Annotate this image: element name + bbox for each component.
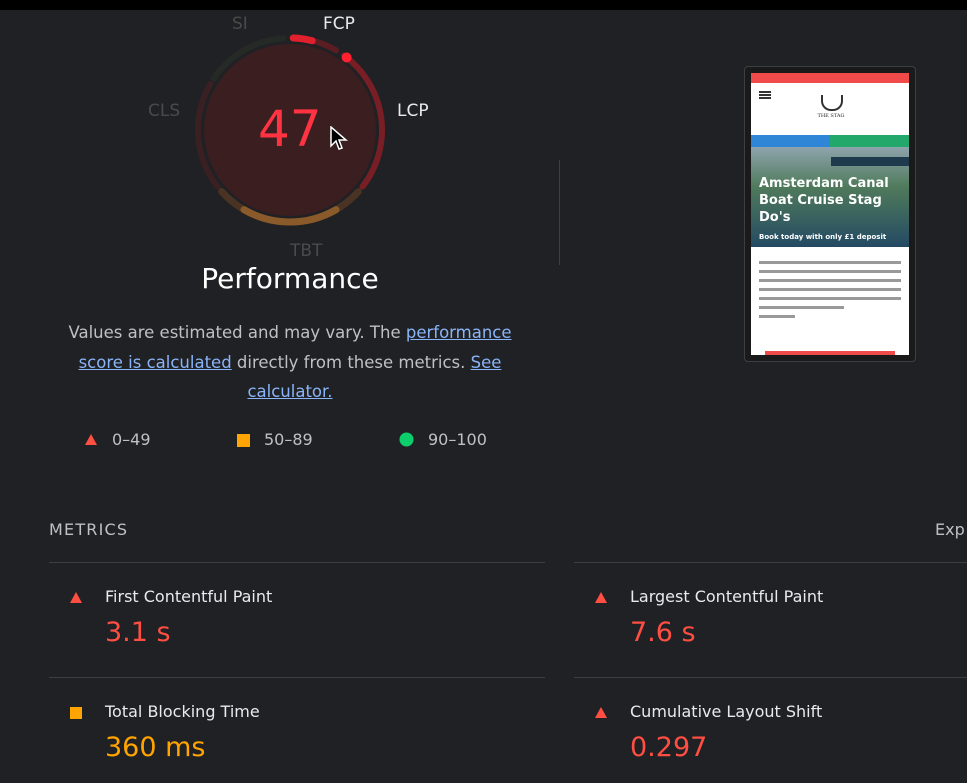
metric-value: 3.1 s <box>105 617 171 648</box>
metric-cls: Cumulative Layout Shift 0.297 <box>574 677 967 783</box>
triangle-fail-icon <box>70 592 82 603</box>
triangle-fail-icon <box>595 592 607 603</box>
gauge-label-cls[interactable]: CLS <box>148 101 181 121</box>
divider <box>559 160 560 265</box>
see-calculator-link[interactable]: See calculator. <box>247 352 502 402</box>
legend-fail: 0–49 <box>84 430 151 449</box>
gauge-label-tbt[interactable]: TBT <box>290 241 323 261</box>
square-average-icon <box>237 433 250 447</box>
description-text: Values are estimated and may vary. The <box>68 323 406 342</box>
score-calculated-link[interactable]: performance score is calculated <box>78 323 512 372</box>
legend-pass: 90–100 <box>399 430 487 449</box>
gauge-fill <box>204 44 376 216</box>
hero-subtitle: Book today with only £1 deposit <box>759 233 887 241</box>
site-logo: THE STAG <box>817 113 845 119</box>
metric-value: 7.6 s <box>630 617 696 648</box>
description-text-2: directly from these metrics. <box>231 352 471 372</box>
metric-fcp: First Contentful Paint 3.1 s <box>49 562 545 668</box>
metric-value: 360 ms <box>105 732 206 763</box>
metric-tbt: Total Blocking Time 360 ms <box>49 677 545 783</box>
gauge-arc-si <box>210 35 287 82</box>
square-average-icon <box>70 707 82 719</box>
gauge-arc-tbt-score <box>240 206 340 226</box>
gauge-label-fcp[interactable]: FCP <box>323 14 355 34</box>
triangle-fail-icon <box>85 434 97 445</box>
circle-pass-icon <box>399 432 414 447</box>
metric-name: Total Blocking Time <box>105 702 260 721</box>
triangle-fail-icon <box>595 707 607 718</box>
gauge-arc-cls <box>195 81 221 190</box>
metric-value: 0.297 <box>630 732 708 763</box>
mouse-cursor-icon <box>330 126 348 150</box>
performance-gauge <box>195 34 385 226</box>
metric-lcp: Largest Contentful Paint 7.6 s <box>574 562 967 668</box>
gauge-arc-lcp <box>341 52 385 190</box>
legend-range: 50–89 <box>264 430 313 449</box>
metrics-heading: METRICS <box>49 520 129 539</box>
menu-icon <box>759 91 771 93</box>
legend-average: 50–89 <box>236 430 313 449</box>
metric-name: Largest Contentful Paint <box>630 587 824 606</box>
gauge-score-dot <box>341 52 352 63</box>
performance-score: 47 <box>258 100 322 158</box>
metric-name: Cumulative Layout Shift <box>630 702 823 721</box>
gauge-label-lcp[interactable]: LCP <box>397 101 429 121</box>
hero-title: Amsterdam Canal Boat Cruise Stag Do's <box>759 176 889 225</box>
metric-name: First Contentful Paint <box>105 587 273 606</box>
score-description: Values are estimated and may vary. The p… <box>60 318 520 407</box>
gauge-label-si: SI <box>232 14 248 34</box>
top-bar <box>0 0 967 10</box>
legend-range: 90–100 <box>428 430 487 449</box>
category-title: Performance <box>201 262 379 295</box>
legend-range: 0–49 <box>112 430 151 449</box>
gauge-arc-fcp-score <box>289 34 316 45</box>
final-screenshot[interactable]: THE STAG Amsterdam Canal Boat Cruise Sta… <box>744 66 916 362</box>
antler-logo-icon <box>821 95 843 111</box>
expand-view-button[interactable]: Exp <box>935 520 965 539</box>
